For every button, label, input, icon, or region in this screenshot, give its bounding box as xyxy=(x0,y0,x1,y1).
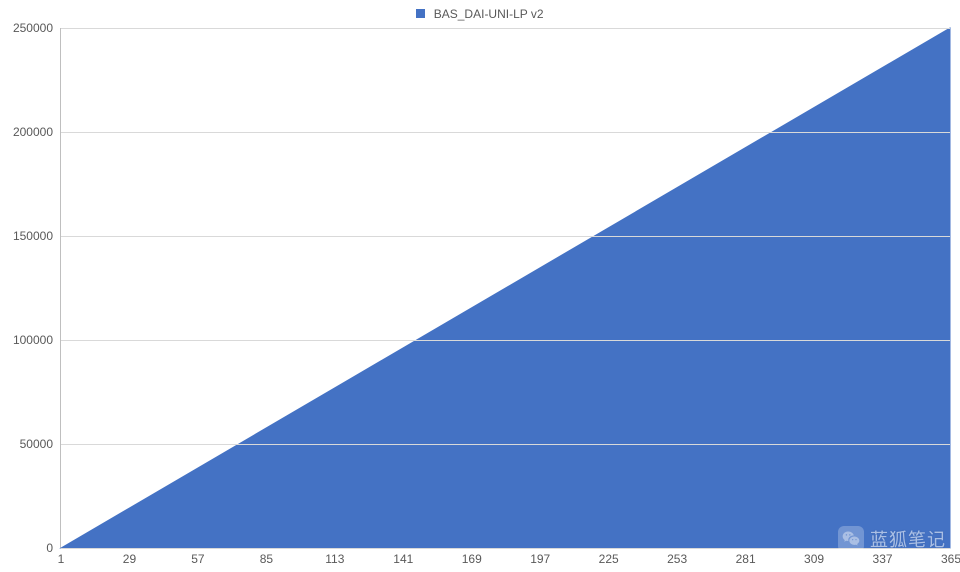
x-axis-tick: 225 xyxy=(599,548,619,566)
y-axis-tick: 50000 xyxy=(20,437,61,451)
plot-area: 0500001000001500002000002500001295785113… xyxy=(60,28,950,548)
x-axis-tick: 1 xyxy=(58,548,65,566)
gridline xyxy=(61,236,950,237)
y-axis-tick: 200000 xyxy=(13,125,61,139)
x-axis-tick: 29 xyxy=(123,548,136,566)
x-axis-tick: 141 xyxy=(393,548,413,566)
x-axis-tick: 197 xyxy=(530,548,550,566)
watermark: 蓝狐笔记 xyxy=(838,526,946,552)
y-axis-tick: 150000 xyxy=(13,229,61,243)
area-series xyxy=(61,28,950,548)
x-axis-tick: 85 xyxy=(260,548,273,566)
gridline xyxy=(61,28,950,29)
x-axis-tick: 253 xyxy=(667,548,687,566)
x-axis-tick: 169 xyxy=(462,548,482,566)
gridline xyxy=(61,340,950,341)
wechat-icon xyxy=(838,526,864,552)
legend-swatch xyxy=(416,9,425,18)
x-axis-tick: 57 xyxy=(191,548,204,566)
x-axis-tick: 281 xyxy=(736,548,756,566)
gridline xyxy=(61,444,950,445)
area-chart: BAS_DAI-UNI-LP v2 0500001000001500002000… xyxy=(0,0,960,572)
y-axis-tick: 250000 xyxy=(13,21,61,35)
x-axis-tick: 113 xyxy=(325,548,344,566)
y-axis-tick: 100000 xyxy=(13,333,61,347)
chart-legend: BAS_DAI-UNI-LP v2 xyxy=(0,6,960,21)
area-path xyxy=(61,28,950,548)
watermark-text: 蓝狐笔记 xyxy=(870,526,946,552)
legend-label: BAS_DAI-UNI-LP v2 xyxy=(434,7,544,21)
x-axis-tick: 309 xyxy=(804,548,824,566)
gridline xyxy=(61,132,950,133)
